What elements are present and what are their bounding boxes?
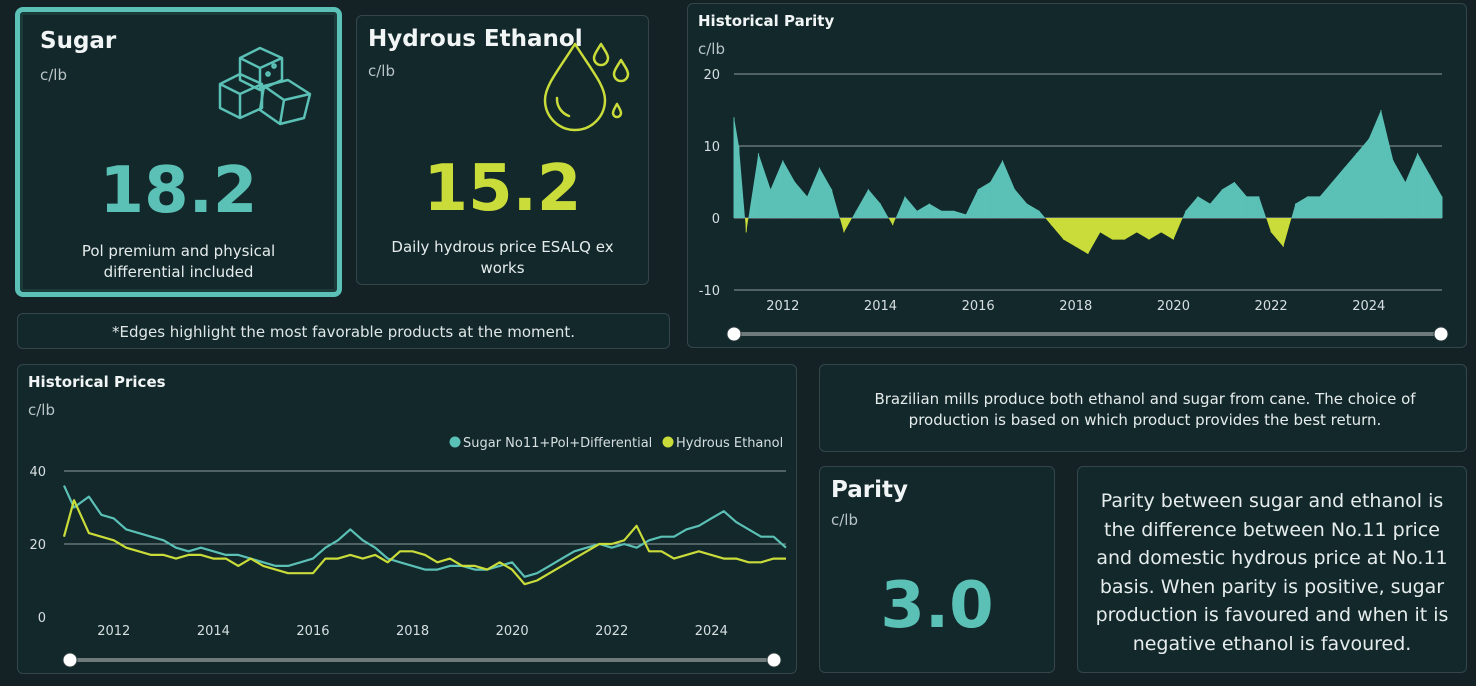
parity-chart-unit: c/lb [698,40,725,58]
ethanol-card[interactable]: Hydrous Ethanol c/lb 15.2 Daily hydrous … [356,15,649,285]
sugar-value: 18.2 [99,154,258,228]
prices-xtick-label: 2016 [296,624,329,639]
parity-ytick-label: -10 [699,284,720,299]
prices-slider-start-handle[interactable] [62,652,78,668]
prices-xtick-label: 2022 [595,624,628,639]
parity-xtick-label: 2012 [766,299,799,314]
parity-area-positive [734,110,1442,218]
parity-unit: c/lb [831,511,858,529]
prices-xtick-label: 2024 [695,624,728,639]
parity-explanation-text: Parity between sugar and ethanol is the … [1095,490,1449,655]
prices-ytick-label: 20 [29,538,46,553]
parity-value: 3.0 [880,569,994,643]
parity-explanation-card: Parity between sugar and ethanol is the … [1077,466,1467,673]
parity-slider-end-handle[interactable] [1433,326,1449,342]
sugar-price-line [62,485,787,578]
legend-marker-ethanol [662,436,674,448]
ethanol-title: Hydrous Ethanol [368,26,583,52]
ethanol-value: 15.2 [423,152,582,226]
sugar-cubes-icon [218,46,312,126]
sugar-description: Pol premium and physical differential in… [81,242,276,281]
historical-parity-chart: Historical Parity c/lb 20 10 0 -10 2012 2014 2… [687,3,1467,348]
ethanol-unit: c/lb [368,62,395,80]
sugar-title: Sugar [40,28,117,54]
parity-xtick-label: 2018 [1059,299,1092,314]
parity-xtick-label: 2014 [864,299,897,314]
info-text: Brazilian mills produce both ethanol and… [874,390,1416,429]
edges-note: *Edges highlight the most favorable prod… [17,313,670,349]
parity-ytick-label: 20 [703,68,720,83]
parity-slider-start-handle[interactable] [726,326,742,342]
prices-plot: 40 20 0 Sugar No11+Pol+Differential Hydrous … [29,436,787,668]
legend-label-sugar: Sugar No11+Pol+Differential [463,436,652,451]
ethanol-description: Daily hydrous price ESALQ ex works [391,238,614,277]
info-card: Brazilian mills produce both ethanol and… [819,364,1467,452]
edges-note-text: *Edges highlight the most favorable prod… [111,323,576,341]
parity-xtick-label: 2020 [1157,299,1190,314]
parity-chart-title: Historical Parity [698,12,835,30]
parity-ytick-label: 0 [712,212,720,227]
ethanol-price-line [62,499,786,586]
parity-plot: 20 10 0 -10 2012 2014 2016 2018 2020 2022 2024 [699,68,1449,342]
historical-prices-chart: Historical Prices c/lb 40 20 0 Sugar No11+P… [17,364,797,674]
parity-ytick-label: 10 [703,140,720,155]
prices-xtick-label: 2018 [396,624,429,639]
legend-marker-sugar [449,436,461,448]
prices-xtick-label: 2014 [197,624,230,639]
prices-slider-end-handle[interactable] [766,652,782,668]
parity-xtick-label: 2016 [962,299,995,314]
prices-chart-unit: c/lb [28,401,55,419]
legend-label-ethanol: Hydrous Ethanol [676,436,783,451]
droplets-icon [543,42,630,132]
parity-title: Parity [831,477,908,503]
prices-xtick-label: 2012 [97,624,130,639]
prices-ytick-label: 0 [38,611,46,626]
sugar-unit: c/lb [40,66,67,84]
prices-chart-title: Historical Prices [28,373,166,391]
sugar-card[interactable]: Sugar c/lb 18.2 Pol premium and physical… [15,7,342,297]
parity-card[interactable]: Parity c/lb 3.0 [819,466,1055,673]
prices-ytick-label: 40 [29,465,46,480]
parity-xtick-label: 2022 [1255,299,1288,314]
parity-xtick-label: 2024 [1352,299,1385,314]
prices-xtick-label: 2020 [496,624,529,639]
